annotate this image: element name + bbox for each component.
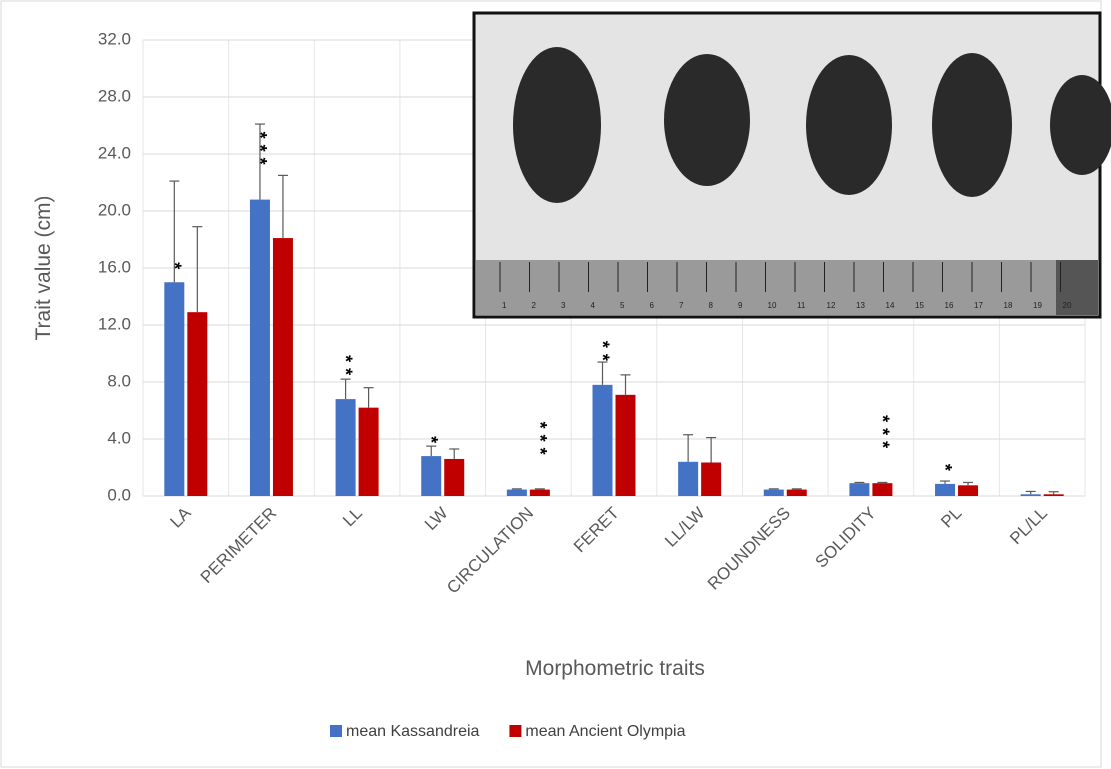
- leaf: [513, 47, 601, 203]
- bar: [250, 200, 270, 496]
- ruler-label: 20: [1063, 301, 1072, 310]
- y-tick-label: 8.0: [107, 371, 131, 390]
- y-axis-title: Trait value (cm): [32, 195, 55, 340]
- significance-mark: **: [593, 341, 613, 367]
- bar: [958, 485, 978, 496]
- ruler-label: 14: [886, 301, 895, 310]
- significance-mark: ***: [872, 415, 892, 454]
- legend-swatch: [330, 725, 342, 737]
- y-tick-label: 0.0: [107, 485, 131, 504]
- y-tick-label: 24.0: [98, 143, 131, 162]
- ruler-label: 2: [532, 301, 537, 310]
- y-tick-label: 16.0: [98, 257, 131, 276]
- bar: [421, 456, 441, 496]
- y-tick-label: 12.0: [98, 314, 131, 333]
- bar: [1021, 494, 1041, 496]
- bar: [593, 385, 613, 496]
- ruler-label: 7: [679, 301, 684, 310]
- ruler-label: 4: [591, 301, 596, 310]
- significance-mark: **: [336, 355, 356, 381]
- bar: [164, 282, 184, 496]
- bar: [764, 490, 784, 496]
- ruler-label: 16: [945, 301, 954, 310]
- leaf: [932, 53, 1012, 197]
- bar: [701, 463, 721, 496]
- ruler-label: 12: [827, 301, 836, 310]
- significance-mark: ***: [250, 132, 270, 171]
- bar: [935, 484, 955, 496]
- significance-mark: *: [164, 262, 184, 275]
- leaf: [1050, 75, 1111, 175]
- bar: [444, 459, 464, 496]
- bar: [678, 462, 698, 496]
- ruler-label: 10: [768, 301, 777, 310]
- ruler-label: 9: [738, 301, 743, 310]
- ruler-label: 13: [856, 301, 865, 310]
- legend-label: mean Ancient Olympia: [525, 723, 685, 740]
- y-tick-label: 28.0: [98, 86, 131, 105]
- ruler-label: 15: [915, 301, 924, 310]
- ruler-label: 3: [561, 301, 566, 310]
- bar: [273, 238, 293, 496]
- legend-swatch: [509, 725, 521, 737]
- bar: [849, 483, 869, 496]
- bar: [1044, 494, 1064, 496]
- bar: [507, 490, 527, 496]
- chart: Morphometric traits Trait value (cm) 0.0…: [0, 0, 1111, 769]
- ruler-label: 19: [1033, 301, 1042, 310]
- bar: [359, 408, 379, 496]
- bar: [616, 395, 636, 496]
- leaf: [806, 55, 892, 195]
- bar: [787, 490, 807, 496]
- ruler-label: 5: [620, 301, 625, 310]
- x-axis-title: Morphometric traits: [525, 657, 705, 680]
- ruler-label: 1: [502, 301, 507, 310]
- bar: [530, 490, 550, 496]
- leaf: [664, 54, 750, 186]
- bar: [187, 312, 207, 496]
- bar: [336, 399, 356, 496]
- y-tick-label: 4.0: [107, 428, 131, 447]
- significance-mark: *: [935, 464, 955, 477]
- ruler-label: 8: [709, 301, 714, 310]
- y-tick-label: 20.0: [98, 200, 131, 219]
- bar: [872, 483, 892, 496]
- ruler-label: 17: [974, 301, 983, 310]
- ruler-label: 11: [797, 301, 806, 310]
- significance-mark: ***: [530, 422, 550, 461]
- legend-label: mean Kassandreia: [346, 723, 480, 740]
- ruler-label: 18: [1004, 301, 1013, 310]
- significance-mark: *: [421, 436, 441, 449]
- y-tick-label: 32.0: [98, 29, 131, 48]
- ruler-label: 6: [650, 301, 655, 310]
